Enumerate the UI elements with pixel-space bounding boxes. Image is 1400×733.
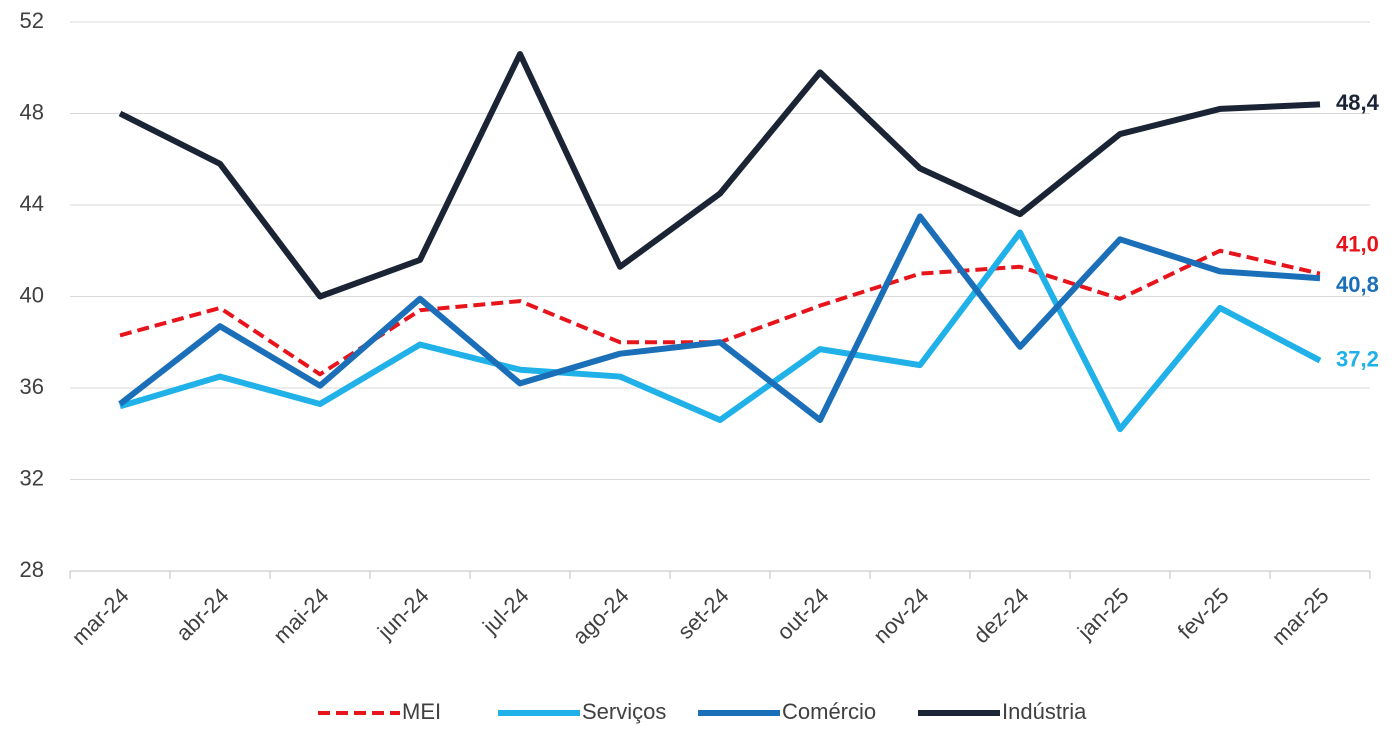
data-label: 48,4: [1336, 90, 1380, 115]
x-tick-label: fev-25: [1173, 583, 1234, 644]
y-tick-label: 40: [20, 282, 44, 307]
data-label: 41,0: [1336, 231, 1379, 256]
x-tick-label: dez-24: [968, 583, 1033, 648]
series-line: [119, 229, 1322, 433]
y-tick-label: 52: [20, 8, 44, 33]
series-line: [118, 51, 1321, 300]
legend-label: MEI: [402, 699, 441, 724]
x-tick-label: ago-24: [568, 583, 634, 649]
x-tick-label: abr-24: [171, 583, 234, 646]
legend-label: Indústria: [1002, 699, 1087, 724]
data-label: 40,8: [1336, 272, 1379, 297]
y-tick-label: 28: [20, 557, 44, 582]
x-tick-label: mar-24: [67, 583, 134, 650]
x-tick-label: nov-24: [868, 583, 933, 648]
x-tick-label: jan-25: [1072, 583, 1134, 645]
legend-label: Comércio: [782, 699, 876, 724]
x-tick-label: mai-24: [268, 583, 333, 648]
legend-label: Serviços: [582, 699, 666, 724]
data-label: 37,2: [1336, 346, 1379, 371]
y-tick-label: 36: [20, 374, 44, 399]
x-tick-label: mar-25: [1267, 583, 1334, 650]
y-tick-label: 44: [20, 191, 44, 216]
y-tick-label: 48: [20, 99, 44, 124]
y-tick-label: 32: [20, 465, 44, 490]
x-tick-label: set-24: [673, 583, 734, 644]
x-tick-label: jul-24: [477, 583, 533, 639]
x-tick-label: jun-24: [372, 583, 434, 645]
x-tick-label: out-24: [772, 583, 834, 645]
series-line: [118, 213, 1321, 424]
